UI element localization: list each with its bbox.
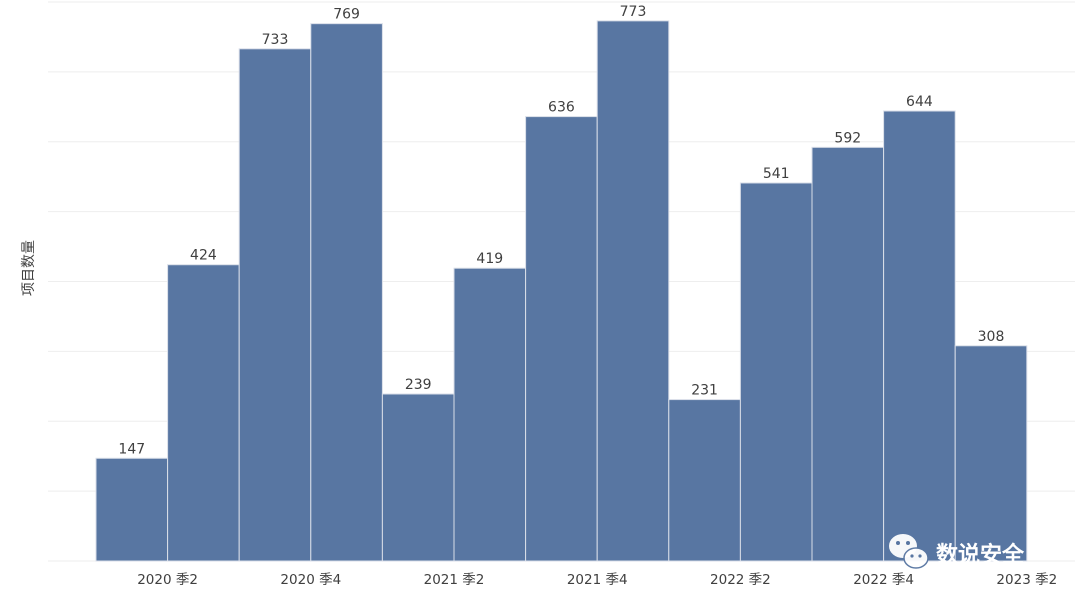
bar: [668, 399, 741, 562]
data-label: 733: [262, 32, 289, 48]
data-label: 541: [763, 166, 790, 182]
data-label: 769: [333, 7, 360, 23]
bar: [310, 23, 383, 562]
x-tick-label: 2021 季4: [567, 572, 628, 588]
x-axis-tick-labels: 2020 季2 2020 季4 2021 季2 2021 季4 2022 季2 2022 …: [137, 572, 1057, 588]
bars-layer: [95, 20, 1028, 562]
bar: [954, 345, 1028, 562]
bar: [167, 264, 240, 562]
data-label: 231: [691, 383, 718, 399]
bar: [811, 146, 885, 562]
data-label: 419: [476, 251, 503, 267]
data-label: 308: [978, 329, 1005, 345]
y-axis-title: 项目数量: [21, 240, 37, 296]
x-tick-label: 2020 季4: [280, 572, 341, 588]
bar: [95, 457, 169, 562]
x-tick-label: 2022 季4: [853, 572, 914, 588]
bar: [525, 116, 598, 562]
data-label: 636: [548, 100, 575, 116]
x-tick-label: 2023 季2: [996, 572, 1057, 588]
data-label: 773: [620, 4, 647, 20]
x-tick-label: 2021 季2: [424, 572, 485, 588]
data-label: 592: [834, 130, 861, 146]
watermark-text: 数说安全: [936, 542, 1025, 568]
watermark: 数说安全: [889, 534, 1025, 569]
bar: [238, 48, 312, 562]
data-label: 424: [190, 248, 217, 264]
x-tick-label: 2020 季2: [137, 572, 198, 588]
bar: [883, 110, 956, 562]
data-label: 239: [405, 377, 432, 393]
data-labels-layer: 147 424 733 769 239 419 636 773 231 541 592 644 308: [118, 4, 1004, 457]
wechat-icon: [889, 534, 929, 569]
bar: [739, 182, 813, 562]
bar: [453, 267, 527, 562]
data-label: 147: [118, 441, 145, 457]
data-label: 644: [906, 94, 933, 110]
x-tick-label: 2022 季2: [710, 572, 771, 588]
bar: [381, 393, 455, 562]
bar: [596, 20, 670, 562]
